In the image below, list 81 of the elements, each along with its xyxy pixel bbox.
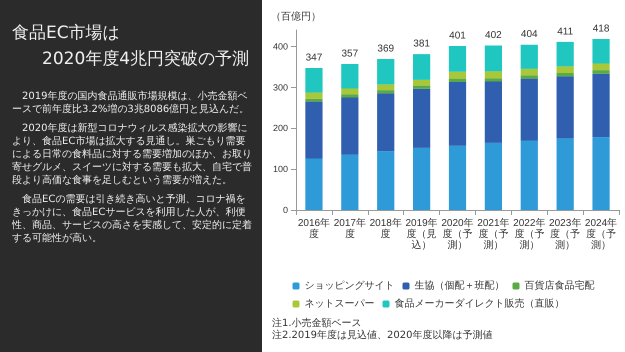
x-tick-label: 2017年度 [334,217,366,240]
bar [377,151,394,210]
bar [341,88,358,94]
bar [520,78,538,140]
bar [484,71,502,78]
x-tick-label: 2022年度（予測） [513,217,546,251]
bar [448,72,466,79]
y-axis-title: （百億円） [271,10,321,22]
total-label: 357 [341,48,359,60]
x-tick-label: 2024年度（予測） [584,217,618,251]
bar [341,64,358,88]
bar [305,68,323,93]
bar [413,148,430,210]
bar [484,142,502,210]
bar [556,66,574,73]
bar [341,94,358,98]
bar [448,82,466,146]
text: 2019年度の国内食品通販市場規模は、小売金額ベースで前年度比3.2%増の3兆8086億円と見込んだ。 [12,90,250,116]
text: 食品EC市場は [12,22,121,45]
y-tick-label: 200 [272,123,288,134]
bar [377,59,394,84]
bar [305,158,323,210]
x-tick-label: 2018年度 [370,217,402,240]
total-label: 369 [377,44,394,55]
bar [556,76,574,138]
legend-label: 百貨店食品宅配 [524,280,594,292]
bar [556,42,574,66]
total-label: 411 [557,26,574,38]
bar [377,93,394,152]
bar [592,70,610,74]
bar [341,98,358,155]
total-label: 401 [449,30,466,42]
bar [377,90,394,94]
x-tick-label: 2020年度（予測） [441,217,474,251]
bar [413,80,430,86]
x-tick-label: 2019年度（見込） [405,217,438,251]
total-label: 418 [592,24,610,34]
bar [520,140,538,210]
text: 食品ECの需要は引き続き高いと予測、コロナ禍をきっかけに、食品ECサービスを利用した人が、利便性、商品、サービスの高さを実感して、安定的に定着する可能性が高い。 [12,193,253,245]
text: 2020年度4兆円突破の予測 [41,48,250,71]
bar [448,146,466,210]
text: 注1.小売金額ベース [272,318,363,330]
bar [592,137,610,210]
bar [592,64,610,70]
bar [305,98,323,102]
bar [484,78,502,82]
x-tick-label: 2016年度 [298,217,330,240]
y-tick-label: 100 [272,164,288,174]
bar [556,138,574,210]
bar [484,46,502,72]
y-tick-label: 0 [282,205,288,215]
bar [448,78,466,82]
bar [556,72,574,76]
bar [448,46,466,72]
bar [413,54,430,80]
legend-label: 生協（個配＋班配） [414,280,504,292]
y-tick-label: 400 [272,41,288,52]
bar [341,154,358,210]
legend-label: ショッピングサイト [304,280,394,292]
bar [592,74,610,138]
bar [520,75,538,79]
text: 2020年度は新型コロナウィルス感染拡大の影響により、食品EC市場は拡大する見通し。巣ごもり需要による日常の食料品に対する需要増加のほか、お取り寄せグルメ、スイーツに対する需要も拡大、自宅で普段より高価な食事を足しむという需要が増えた。 [12,122,253,187]
legend-label: 食品メーカーダイレクト販売（直販） [394,298,564,310]
x-tick-label: 2023年度（予測） [549,217,582,251]
total-label: 381 [413,38,430,50]
legend-label: ネットスーパー [304,298,374,310]
bar [484,82,502,143]
bar [413,88,430,148]
bar [413,86,430,89]
text: 注2.2019年度は見込値、2020年度以降は予測値 [272,330,494,342]
bar [520,68,538,76]
bar [592,39,610,64]
bar [520,44,538,69]
bar [377,84,394,90]
total-label: 402 [485,30,502,42]
x-tick-label: 2021年度（予測） [477,217,510,251]
bar [305,92,323,99]
bar [305,102,323,158]
total-label: 347 [306,52,323,64]
y-tick-label: 300 [272,82,288,92]
total-label: 404 [520,29,538,40]
